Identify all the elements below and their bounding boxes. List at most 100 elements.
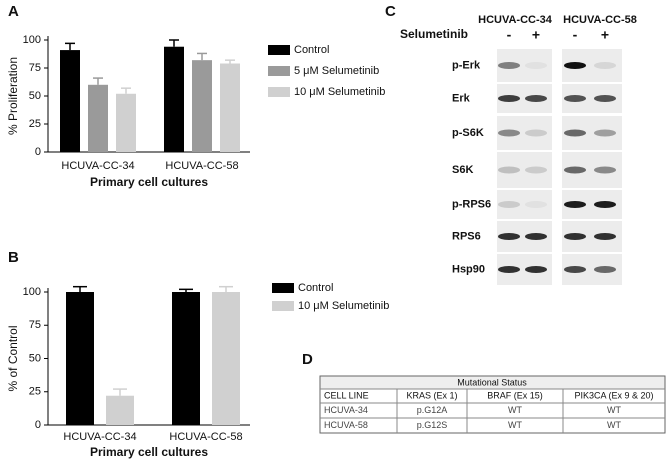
table-header: BRAF (Ex 15) xyxy=(487,390,543,400)
blot-band xyxy=(498,95,520,102)
protein-label: S6K xyxy=(452,164,473,176)
y-tick-label: 75 xyxy=(29,62,41,74)
blot-band xyxy=(564,95,586,102)
y-tick-label: 25 xyxy=(29,386,41,398)
legend-swatch xyxy=(268,87,290,97)
y-tick-label: 0 xyxy=(35,146,41,158)
protein-label: p-RPS6 xyxy=(452,198,491,210)
legend-swatch xyxy=(272,283,294,293)
table-title: Mutational Status xyxy=(457,377,527,387)
bar xyxy=(88,84,108,152)
blot-band xyxy=(525,233,547,240)
table-header: KRAS (Ex 1) xyxy=(406,390,457,400)
legend-swatch xyxy=(268,66,290,76)
table-cell: HCUVA-58 xyxy=(324,420,368,430)
blot-band xyxy=(594,233,616,240)
table-cell: p.G12S xyxy=(417,420,448,430)
protein-label: Hsp90 xyxy=(452,263,485,275)
y-tick-label: 0 xyxy=(35,419,41,431)
bar xyxy=(116,93,136,152)
legend-label: 5 μM Selumetinib xyxy=(294,65,379,77)
blot-band xyxy=(594,201,616,208)
table-cell: WT xyxy=(508,405,522,415)
lane-label: - xyxy=(507,27,512,43)
y-axis-label: % of Control xyxy=(6,325,20,391)
panel-label: D xyxy=(302,351,313,368)
blot-band xyxy=(498,129,520,137)
panel-label: A xyxy=(8,3,19,20)
legend-swatch xyxy=(268,45,290,55)
lane-label: + xyxy=(532,27,540,43)
y-tick-label: 100 xyxy=(23,34,41,46)
blot-band xyxy=(498,62,520,69)
blot-band xyxy=(564,166,586,174)
blot-band xyxy=(564,62,586,69)
table-header: PIK3CA (Ex 9 & 20) xyxy=(574,390,653,400)
bar xyxy=(106,395,134,425)
blot-band xyxy=(525,166,547,174)
lane-label: - xyxy=(573,27,578,43)
x-tick-label: HCUVA-CC-34 xyxy=(61,160,134,172)
y-tick-label: 75 xyxy=(29,319,41,331)
y-tick-label: 50 xyxy=(29,90,41,102)
table-cell: WT xyxy=(607,420,621,430)
bar xyxy=(172,292,200,425)
blot-panel xyxy=(497,190,552,219)
blot-band xyxy=(594,166,616,174)
y-tick-label: 50 xyxy=(29,352,41,364)
blot-panel xyxy=(497,116,552,150)
legend-label: 10 μM Selumetinib xyxy=(294,86,385,98)
panel-label: B xyxy=(8,249,19,266)
blot-band xyxy=(564,233,586,240)
legend-label: 10 μM Selumetinib xyxy=(298,300,389,312)
table-cell: WT xyxy=(508,420,522,430)
blot-band xyxy=(498,233,520,240)
blot-band xyxy=(498,166,520,174)
table-cell: HCUVA-34 xyxy=(324,405,368,415)
blot-band xyxy=(594,129,616,137)
blot-band xyxy=(594,95,616,102)
table-cell: WT xyxy=(607,405,621,415)
x-tick-label: HCUVA-CC-58 xyxy=(169,431,242,443)
x-axis-label: Primary cell cultures xyxy=(90,445,208,459)
protein-label: p-Erk xyxy=(452,59,481,71)
y-tick-label: 25 xyxy=(29,118,41,130)
bar xyxy=(66,292,94,425)
blot-panel xyxy=(497,152,552,188)
table-header: CELL LINE xyxy=(324,390,369,400)
blot-band xyxy=(525,62,547,69)
blot-band xyxy=(525,129,547,137)
legend-label: Control xyxy=(298,282,333,294)
bar xyxy=(212,292,240,425)
legend-label: Control xyxy=(294,44,329,56)
table-cell: p.G12A xyxy=(417,405,448,415)
x-axis-label: Primary cell cultures xyxy=(90,175,208,189)
bar xyxy=(192,60,212,152)
legend-swatch xyxy=(272,301,294,311)
blot-band xyxy=(525,201,547,208)
blot-band xyxy=(594,266,616,273)
x-tick-label: HCUVA-CC-34 xyxy=(63,431,136,443)
cell-line-label: HCUVA-CC-58 xyxy=(563,14,637,26)
lane-label: + xyxy=(601,27,609,43)
protein-label: RPS6 xyxy=(452,230,481,242)
blot-band xyxy=(564,266,586,273)
y-axis-label: % Proliferation xyxy=(6,57,20,135)
blot-band xyxy=(498,266,520,273)
bar xyxy=(164,46,184,152)
blot-band xyxy=(564,129,586,137)
blot-band xyxy=(525,266,547,273)
treatment-label: Selumetinib xyxy=(400,27,468,41)
bar xyxy=(220,63,240,152)
bar xyxy=(60,50,80,152)
blot-band xyxy=(498,201,520,208)
blot-band xyxy=(564,201,586,208)
blot-band xyxy=(525,95,547,102)
y-tick-label: 100 xyxy=(23,286,41,298)
blot-band xyxy=(594,62,616,69)
panel-label: C xyxy=(385,3,396,20)
cell-line-label: HCUVA-CC-34 xyxy=(478,14,553,26)
protein-label: Erk xyxy=(452,92,471,104)
protein-label: p-S6K xyxy=(452,127,484,139)
